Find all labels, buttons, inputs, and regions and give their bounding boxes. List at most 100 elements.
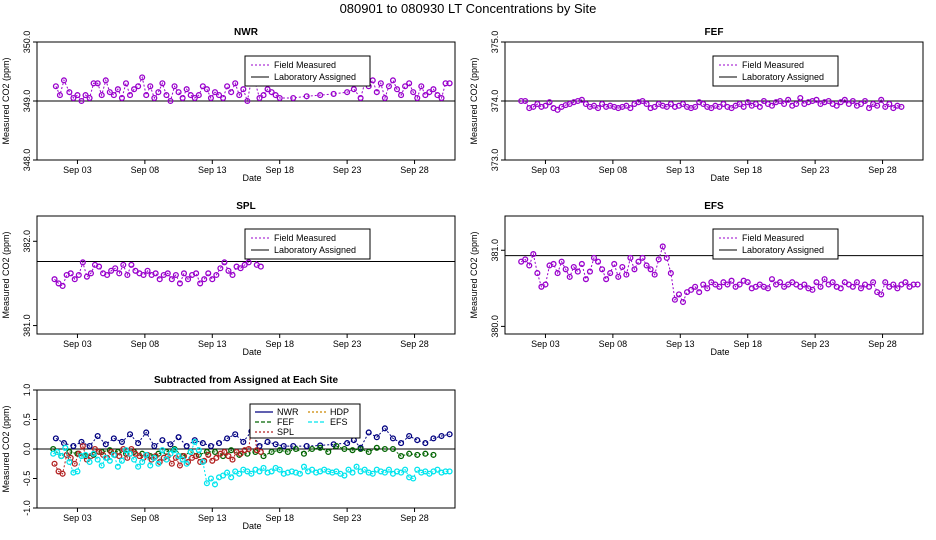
data-point (534, 270, 541, 277)
data-point (446, 80, 453, 87)
data-point (229, 456, 236, 463)
data-point (898, 103, 905, 110)
data-point (369, 77, 376, 84)
data-point (801, 281, 808, 288)
data-point (578, 96, 585, 103)
data-point (225, 453, 232, 460)
x-tick-label: Sep 28 (400, 165, 429, 175)
data-point (74, 92, 81, 99)
data-point (627, 105, 634, 112)
data-point (590, 254, 598, 261)
data-point (558, 258, 565, 265)
data-point (139, 458, 146, 466)
data-point (75, 271, 82, 279)
data-point (692, 103, 699, 110)
data-point (163, 456, 170, 463)
x-axis-label: Date (242, 173, 261, 183)
data-point (203, 480, 210, 487)
data-point (365, 429, 372, 436)
data-point (764, 285, 771, 292)
legend-label-nwr: NWR (277, 407, 299, 417)
data-point (147, 83, 154, 90)
legend-box (244, 228, 371, 260)
x-tick-label: Sep 18 (733, 165, 762, 175)
data-point (187, 448, 194, 456)
data-point (171, 83, 178, 90)
legend-box (244, 55, 371, 87)
data-point (643, 100, 650, 107)
data-point (51, 460, 58, 467)
data-point (422, 450, 429, 457)
data-point (225, 267, 232, 274)
legend: Field Measured Laboratory Assigned (712, 55, 839, 87)
data-point (159, 447, 166, 454)
data-point (260, 453, 267, 460)
data-point (167, 450, 174, 457)
plot-frame (36, 215, 456, 335)
legend: Field Measured Laboratory Assigned (244, 55, 371, 87)
data-point (140, 271, 147, 279)
data-point (430, 435, 437, 442)
data-point (176, 280, 183, 287)
data-point (207, 475, 214, 482)
data-point (168, 276, 175, 283)
data-point (866, 283, 873, 290)
data-point (205, 270, 212, 277)
data-point (406, 450, 413, 457)
data-point (546, 99, 553, 106)
data-point (530, 103, 537, 110)
data-point (232, 80, 239, 87)
legend-label-efs: EFS (330, 417, 348, 427)
data-point (147, 462, 154, 469)
data-point (248, 470, 255, 477)
data-point (611, 260, 618, 268)
data-point (744, 279, 751, 286)
legend-label-fef: FEF (277, 417, 295, 427)
data-point (245, 445, 252, 453)
data-point (207, 95, 214, 102)
data-point (94, 456, 101, 463)
data-point (236, 470, 243, 477)
data-point (402, 83, 409, 90)
data-point (434, 92, 441, 99)
data-point (195, 92, 202, 99)
data-point (276, 447, 283, 454)
data-point (110, 435, 117, 442)
data-point (151, 442, 158, 450)
data-point (300, 450, 308, 457)
data-point (902, 279, 909, 286)
data-point (406, 80, 413, 87)
data-point (874, 102, 881, 109)
data-point (667, 100, 674, 107)
data-point (135, 440, 142, 447)
data-point (197, 280, 204, 287)
data-point (398, 440, 405, 447)
data-point (300, 463, 308, 470)
data-point (256, 468, 263, 475)
data-point (220, 472, 227, 479)
data-point (126, 92, 134, 99)
data-point (272, 441, 279, 448)
data-point (526, 262, 533, 269)
data-point (813, 96, 820, 103)
x-tick-label: Sep 23 (801, 165, 830, 175)
data-point (70, 95, 77, 102)
data-point (594, 258, 602, 265)
data-point (179, 95, 186, 102)
data-point (317, 92, 324, 99)
data-point (143, 92, 150, 99)
data-point (679, 100, 687, 107)
data-point (398, 469, 405, 476)
data-point (554, 270, 561, 277)
data-point (211, 89, 219, 96)
data-point (849, 283, 856, 290)
data-point (58, 453, 65, 460)
data-point (131, 456, 138, 463)
data-point (98, 462, 105, 469)
data-point (736, 281, 743, 288)
plot-frame (504, 215, 924, 335)
data-point (353, 463, 360, 470)
data-point (183, 86, 190, 93)
y-tick-label: 382.0 (22, 230, 32, 253)
data-point (760, 97, 767, 105)
